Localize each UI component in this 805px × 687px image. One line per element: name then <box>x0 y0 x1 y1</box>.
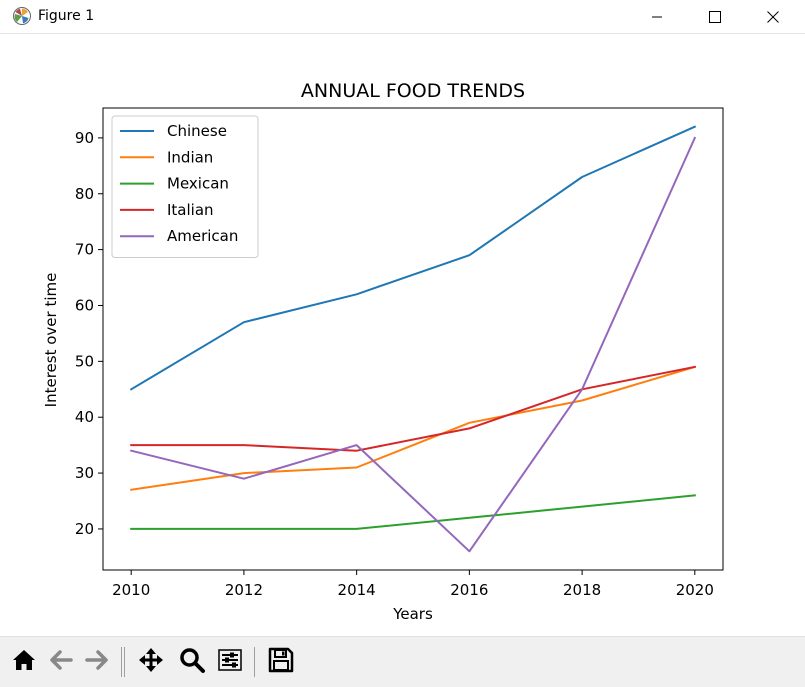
configure-subplots-button[interactable] <box>213 645 247 679</box>
matplotlib-logo-icon <box>12 6 32 26</box>
toolbar-separator <box>254 647 255 677</box>
series-line-american <box>129 136 697 553</box>
x-tick-label: 2010 <box>112 581 150 599</box>
arrow-left-icon <box>47 646 75 678</box>
legend-label-italian: Italian <box>167 201 214 219</box>
move-icon <box>137 646 165 678</box>
navigation-toolbar <box>0 636 805 687</box>
line-chart: ANNUAL FOOD TRENDS Interest over time Ye… <box>42 80 724 623</box>
series-line-chinese <box>129 125 697 391</box>
legend-label-american: American <box>167 227 238 245</box>
series-line-italian <box>130 365 696 452</box>
toolbar-separator <box>124 647 125 677</box>
pan-button[interactable] <box>134 645 168 679</box>
y-tick-label: 50 <box>75 352 94 370</box>
x-tick-label: 2014 <box>338 581 376 599</box>
x-tick-label: 2020 <box>676 581 714 599</box>
window-title: Figure 1 <box>38 8 95 24</box>
series-line-mexican <box>130 494 696 530</box>
legend-label-chinese: Chinese <box>167 122 227 140</box>
legend-box <box>111 115 259 258</box>
y-tick-label: 60 <box>75 296 94 314</box>
maximize-icon <box>709 11 721 23</box>
zoom-button[interactable] <box>175 645 209 679</box>
home-button[interactable] <box>7 645 41 679</box>
minimize-button[interactable] <box>628 0 686 34</box>
close-icon <box>767 11 779 23</box>
figure-canvas[interactable]: ANNUAL FOOD TRENDS Interest over time Ye… <box>0 34 805 636</box>
y-tick-label: 30 <box>75 464 94 482</box>
plot-frame <box>102 107 724 571</box>
save-button[interactable] <box>264 645 298 679</box>
magnifier-icon <box>178 646 206 678</box>
forward-button[interactable] <box>80 645 114 679</box>
y-tick-label: 70 <box>75 241 94 259</box>
toolbar-separator <box>121 647 122 677</box>
chart-title: ANNUAL FOOD TRENDS <box>301 80 525 102</box>
legend-label-indian: Indian <box>167 148 213 166</box>
arrow-right-icon <box>83 646 111 678</box>
minimize-icon <box>651 11 663 23</box>
floppy-disk-icon <box>267 646 295 678</box>
back-button[interactable] <box>44 645 78 679</box>
x-axis-label: Years <box>392 605 433 623</box>
legend-label-mexican: Mexican <box>167 175 229 193</box>
x-tick-label: 2018 <box>563 581 601 599</box>
close-button[interactable] <box>744 0 802 34</box>
x-tick-label: 2012 <box>225 581 263 599</box>
y-tick-label: 90 <box>75 129 94 147</box>
home-icon <box>10 646 38 678</box>
maximize-button[interactable] <box>686 0 744 34</box>
y-axis-label: Interest over time <box>42 273 60 408</box>
x-tick-label: 2016 <box>450 581 488 599</box>
y-tick-label: 80 <box>75 185 94 203</box>
y-tick-label: 40 <box>75 408 94 426</box>
y-tick-label: 20 <box>75 520 94 538</box>
series-line-indian <box>130 365 697 491</box>
sliders-icon <box>216 646 244 678</box>
title-bar[interactable]: Figure 1 <box>0 0 805 34</box>
